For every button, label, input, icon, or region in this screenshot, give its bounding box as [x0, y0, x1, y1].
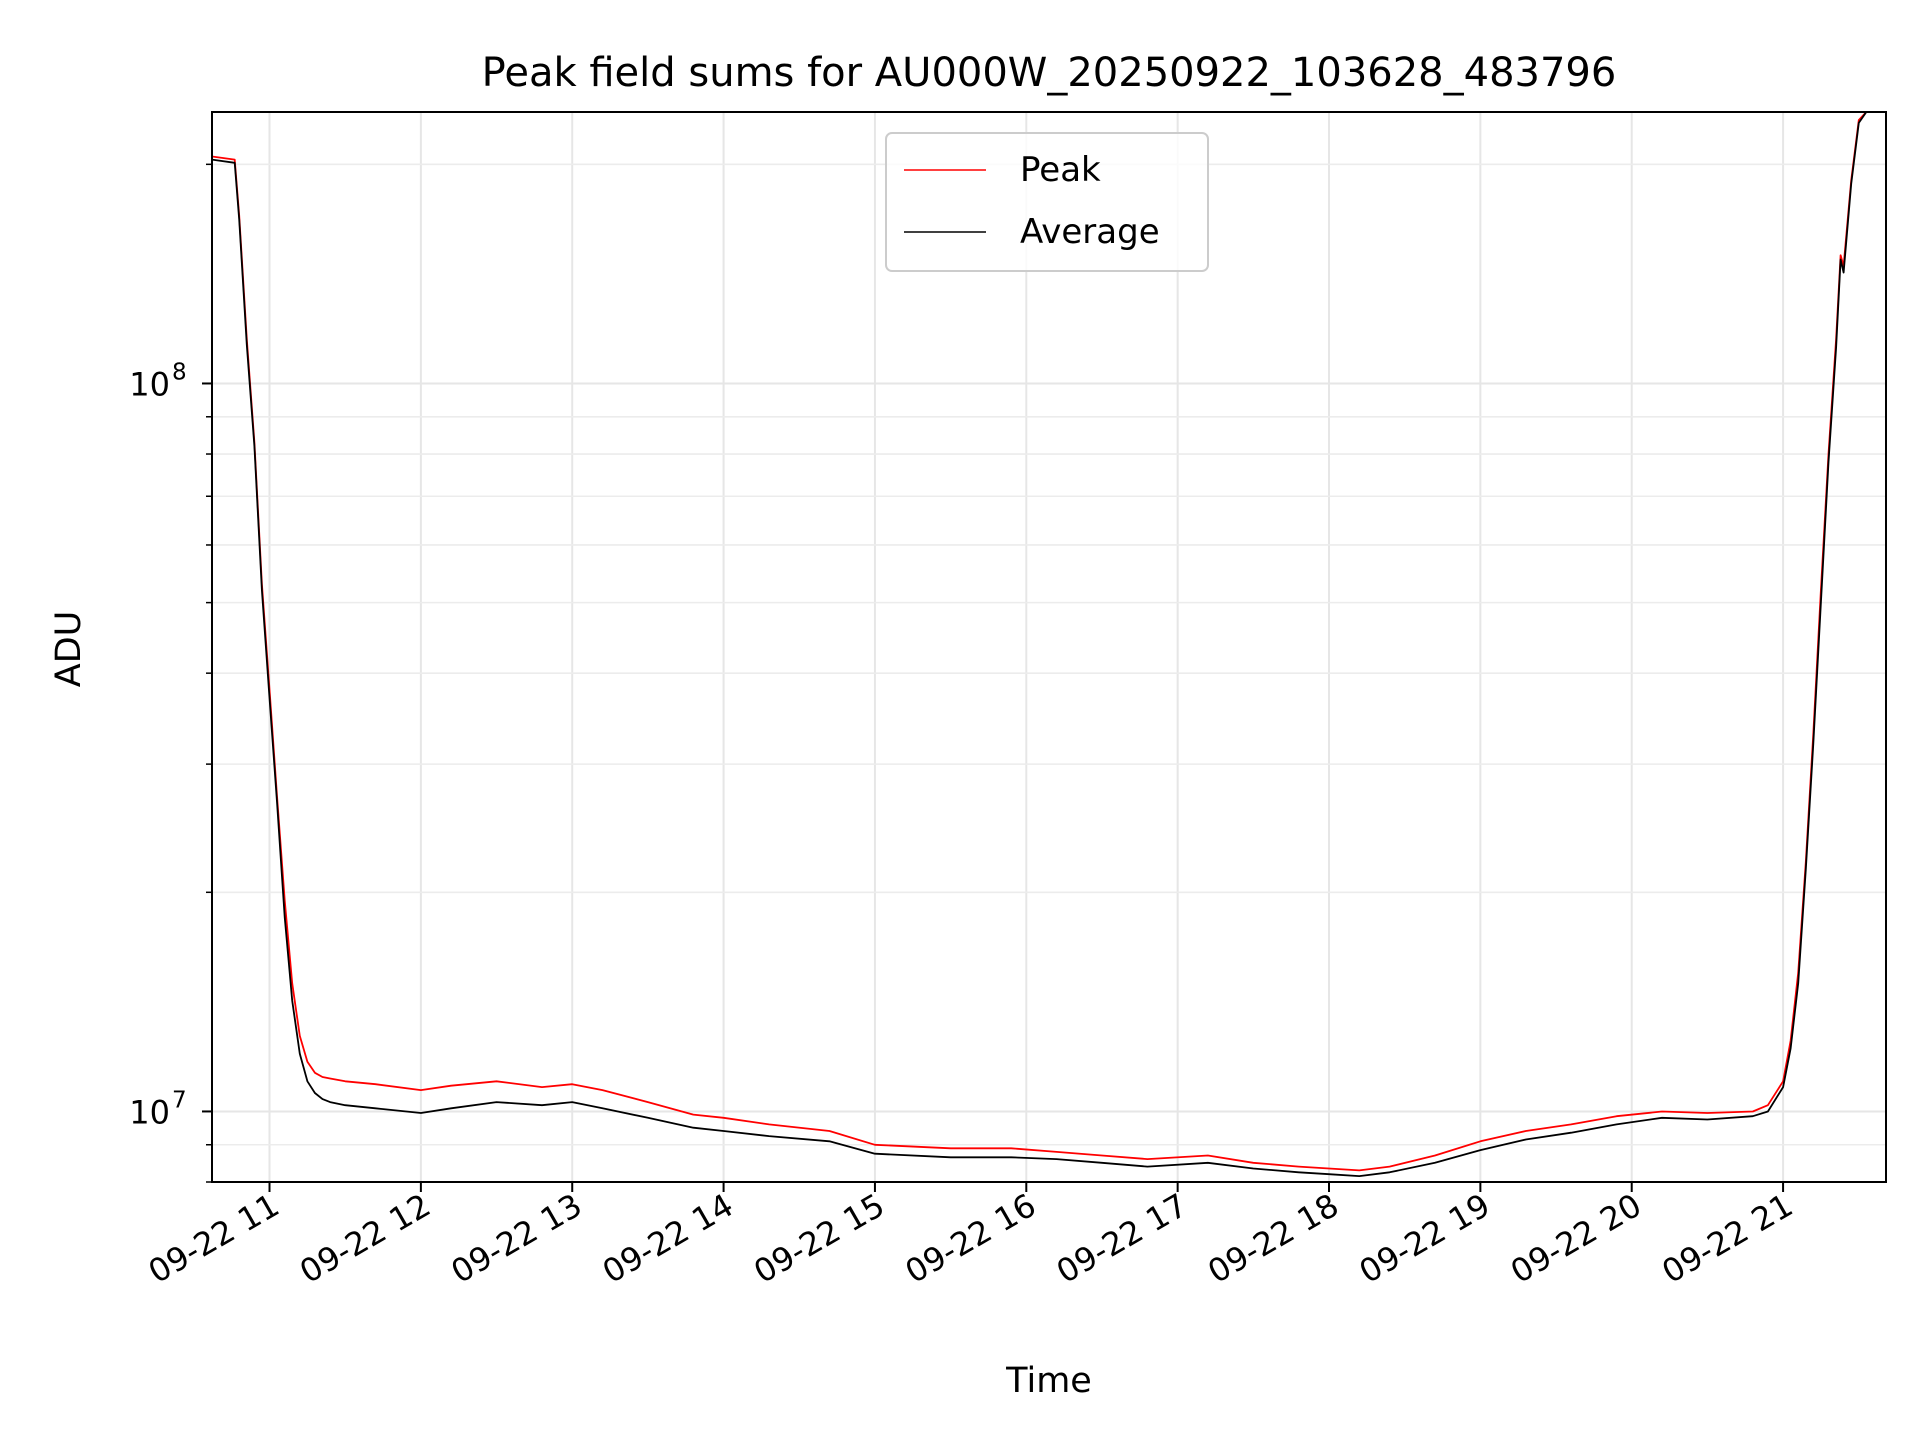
legend-box — [885, 132, 1209, 272]
x-axis-label: Time — [1005, 1361, 1092, 1401]
series-layer — [212, 112, 1886, 1177]
y-tick-label: 10 — [129, 1093, 170, 1131]
y-tick-label: 10 — [129, 365, 170, 403]
y-tick-exponent: 8 — [172, 359, 187, 385]
chart-title: Peak field sums for AU000W_20250922_1036… — [482, 50, 1617, 96]
series-line-average — [212, 112, 1886, 1177]
y-axis-label: ADU — [49, 611, 89, 688]
legend-label-average: Average — [1020, 212, 1160, 252]
y-tick-exponent: 7 — [172, 1087, 187, 1113]
grid-lines — [212, 112, 1886, 1183]
plot-frame — [211, 111, 1887, 1183]
legend-label-peak: Peak — [1020, 150, 1101, 190]
legend: Peak Average — [885, 132, 1209, 272]
